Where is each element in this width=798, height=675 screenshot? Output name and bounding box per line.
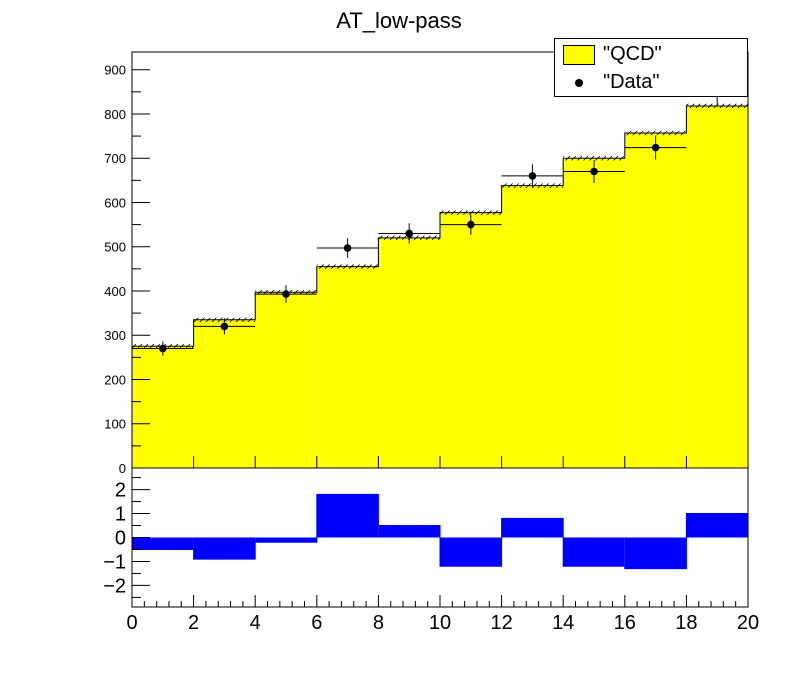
- legend: "QCD" "Data": [554, 38, 748, 97]
- xtick-label: 2: [188, 612, 199, 634]
- xtick-label: 12: [490, 612, 512, 634]
- main-ytick-label: 500: [104, 240, 126, 255]
- ratio-bar: [378, 525, 440, 538]
- qcd-uncertainty-band: [686, 103, 748, 109]
- qcd-bar: [563, 158, 625, 468]
- qcd-bar: [440, 212, 502, 468]
- qcd-bar: [686, 105, 748, 468]
- legend-entry-data: "Data": [555, 69, 747, 97]
- qcd-uncertainty-band: [563, 156, 625, 161]
- main-ytick-label: 900: [104, 63, 126, 78]
- data-point: [467, 220, 475, 229]
- ratio-bar: [316, 494, 379, 538]
- xtick-label: 18: [675, 612, 697, 634]
- main-ytick-label: 800: [104, 107, 126, 122]
- main-ytick-label: 700: [104, 151, 126, 166]
- qcd-bar: [316, 266, 379, 468]
- chart-title: AT_low-pass: [336, 8, 462, 33]
- xtick-label: 16: [614, 612, 636, 634]
- ratio-ytick-label: 0: [115, 528, 126, 550]
- qcd-bar: [132, 346, 194, 468]
- main-ytick-label: 400: [104, 284, 126, 299]
- data-point: [528, 172, 537, 180]
- ratio-outline: [132, 493, 748, 570]
- legend-marker-data: [575, 79, 583, 87]
- main-ytick-label: 200: [104, 372, 126, 387]
- legend-label-data: "Data": [603, 71, 660, 93]
- ratio-ytick-label: 2: [115, 480, 126, 502]
- ratio-bar: [686, 513, 748, 538]
- data-point: [651, 143, 660, 152]
- data-point: [220, 322, 229, 331]
- qcd-bar: [624, 132, 687, 468]
- qcd-bar: [501, 185, 564, 468]
- qcd-uncertainty-band: [316, 264, 379, 269]
- data-point: [405, 229, 414, 238]
- qcd-uncertainty-band: [624, 130, 687, 136]
- ratio-bar: [440, 537, 502, 567]
- xtick-label: 0: [126, 612, 137, 634]
- ratio-bar: [563, 537, 625, 567]
- qcd-bar: [378, 237, 440, 468]
- xtick-label: 20: [737, 612, 759, 634]
- main-ytick-label: 100: [104, 417, 126, 432]
- ratio-bar: [255, 537, 317, 543]
- ratio-bar: [501, 518, 564, 538]
- main-ytick-label: 0: [119, 461, 126, 476]
- data-point: [343, 244, 352, 252]
- legend-entry-qcd: "QCD": [555, 41, 747, 69]
- qcd-bar: [193, 319, 256, 468]
- ratio-ytick-label: −1: [103, 551, 126, 573]
- ratio-bar: [624, 537, 687, 569]
- ratio-ytick-label: −2: [103, 575, 126, 597]
- xtick-label: 8: [373, 612, 384, 634]
- qcd-uncertainty-band: [440, 210, 502, 215]
- data-point: [590, 167, 598, 176]
- xtick-label: 4: [250, 612, 261, 634]
- xtick-label: 6: [311, 612, 322, 634]
- main-ytick-label: 300: [104, 328, 126, 343]
- xtick-label: 14: [552, 612, 574, 634]
- ratio-bar: [132, 537, 194, 550]
- main-ytick-label: 600: [104, 195, 126, 210]
- legend-label-qcd: "QCD": [603, 43, 662, 65]
- legend-swatch-qcd: [563, 45, 595, 65]
- data-point: [159, 344, 167, 353]
- qcd-bar: [255, 292, 317, 468]
- xtick-label: 10: [429, 612, 451, 634]
- data-point: [282, 290, 290, 298]
- ratio-ytick-label: 1: [115, 504, 126, 526]
- ratio-bar: [193, 537, 256, 560]
